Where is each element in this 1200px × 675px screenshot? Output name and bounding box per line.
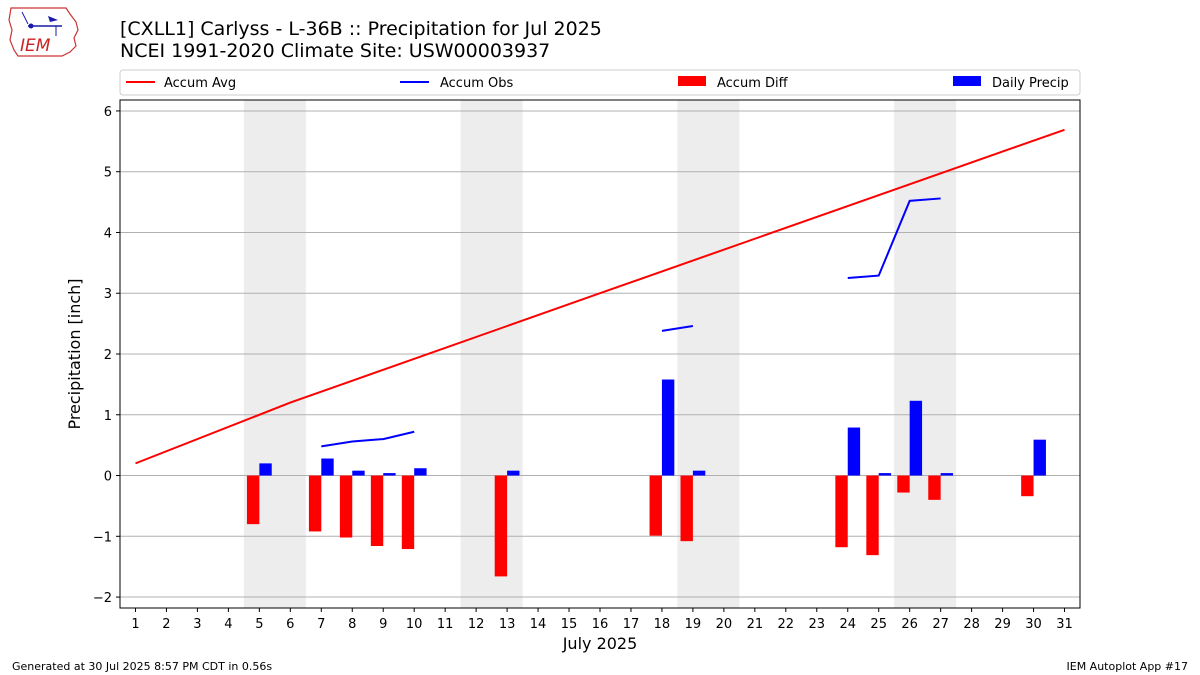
x-tick-label: 2: [162, 617, 170, 632]
y-tick-label: 0: [104, 470, 112, 485]
accum-obs-line: [847, 197, 941, 280]
x-tick-label: 6: [286, 617, 294, 632]
x-tick-label: 9: [379, 617, 387, 632]
accum-obs-line: [321, 430, 415, 448]
x-tick-label: 12: [468, 617, 485, 632]
x-tick-label: 15: [561, 617, 578, 632]
x-tick-label: 14: [530, 617, 547, 632]
lines: [135, 128, 1065, 465]
bars: [246, 379, 1046, 577]
app-label: IEM Autoplot App #17: [1067, 660, 1189, 673]
accum-diff-bar: [339, 475, 353, 538]
x-tick-label: 23: [809, 617, 826, 632]
legend-label-accum-avg: Accum Avg: [164, 76, 236, 91]
y-axis: −2 −1 0 1 2 3 4 5 6: [93, 105, 120, 606]
legend-label-accum-obs: Accum Obs: [440, 76, 513, 91]
legend-label-accum-diff: Accum Diff: [717, 76, 789, 91]
accum-diff-bar: [866, 475, 879, 556]
x-tick-label: 29: [994, 617, 1011, 632]
x-tick-label: 26: [901, 617, 918, 632]
accum-diff-bar: [680, 475, 693, 542]
x-tick-label: 16: [592, 617, 609, 632]
daily-precip-bar: [1033, 439, 1046, 476]
accum-diff-bar: [308, 475, 322, 532]
legend-swatch-daily-precip: [953, 76, 981, 86]
accum-diff-bar: [494, 475, 508, 577]
accum-diff-bar: [401, 475, 415, 550]
x-tick-label: 19: [685, 617, 702, 632]
daily-precip-bar: [661, 379, 675, 476]
x-tick-label: 11: [437, 617, 454, 632]
daily-precip-bar: [383, 473, 396, 476]
accum-diff-bar: [835, 475, 848, 548]
accum-obs-line: [661, 325, 694, 332]
x-tick-label: 8: [348, 617, 356, 632]
x-axis: 1 2 3 4 5 6 7 8 9 10 11 12 13 14 15 16 17 18 19 20 21 22 23 24 2…: [131, 608, 1073, 632]
x-tick-label: 7: [317, 617, 325, 632]
y-axis-label: Precipitation [inch]: [65, 278, 84, 429]
x-tick-label: 25: [870, 617, 887, 632]
y-tick-label: 6: [104, 105, 112, 120]
x-axis-label: July 2025: [562, 634, 638, 653]
x-tick-label: 31: [1056, 617, 1073, 632]
daily-precip-bar: [507, 470, 520, 476]
accum-avg-line: [135, 128, 1065, 465]
legend-swatch-accum-diff: [678, 76, 706, 86]
daily-precip-bar: [321, 458, 334, 476]
daily-precip-bar: [414, 468, 427, 476]
y-tick-label: 5: [104, 166, 112, 181]
x-tick-label: 21: [747, 617, 764, 632]
x-tick-label: 17: [623, 617, 640, 632]
iem-logo-text: IEM: [20, 36, 51, 56]
x-tick-label: 10: [406, 617, 423, 632]
daily-precip-bar: [352, 470, 365, 476]
daily-precip-bar: [878, 473, 892, 476]
legend-frame: [119, 69, 1081, 96]
x-tick-label: 5: [255, 617, 263, 632]
x-tick-label: 4: [224, 617, 232, 632]
accum-diff-bar: [246, 475, 260, 525]
x-tick-label: 30: [1025, 617, 1042, 632]
y-tick-label: 1: [104, 409, 112, 424]
chart-subtitle: NCEI 1991-2020 Climate Site: USW00003937: [120, 40, 550, 62]
accum-diff-bar: [928, 475, 941, 500]
daily-precip-bar: [940, 473, 954, 476]
x-tick-label: 28: [963, 617, 980, 632]
x-tick-label: 18: [654, 617, 671, 632]
gridlines: [120, 110, 1080, 598]
accum-diff-bar: [897, 475, 910, 493]
accum-diff-bar: [1021, 475, 1034, 497]
chart-title: [CXLL1] Carlyss - L-36B :: Precipitation…: [120, 18, 602, 40]
x-tick-label: 1: [131, 617, 139, 632]
iem-logo: IEM: [8, 7, 79, 57]
x-tick-label: 13: [499, 617, 516, 632]
y-tick-label: 4: [104, 226, 112, 241]
accum-diff-bar: [370, 475, 384, 547]
x-tick-label: 22: [778, 617, 795, 632]
y-tick-label: 2: [104, 348, 112, 363]
y-tick-label: −2: [93, 591, 112, 606]
x-tick-label: 3: [193, 617, 201, 632]
y-tick-label: 3: [104, 287, 112, 302]
daily-precip-bar: [909, 400, 923, 476]
legend: Accum Avg Accum Obs Accum Diff Daily Pre…: [119, 69, 1081, 96]
generated-timestamp: Generated at 30 Jul 2025 8:57 PM CDT in …: [12, 660, 272, 673]
legend-label-daily-precip: Daily Precip: [992, 76, 1069, 91]
daily-precip-bar: [692, 470, 706, 476]
accum-diff-bar: [649, 475, 662, 536]
x-tick-label: 27: [932, 617, 949, 632]
y-tick-label: −1: [93, 530, 112, 545]
x-tick-label: 24: [839, 617, 856, 632]
daily-precip-bar: [847, 427, 861, 476]
daily-precip-bar: [259, 463, 272, 476]
x-tick-label: 20: [716, 617, 733, 632]
